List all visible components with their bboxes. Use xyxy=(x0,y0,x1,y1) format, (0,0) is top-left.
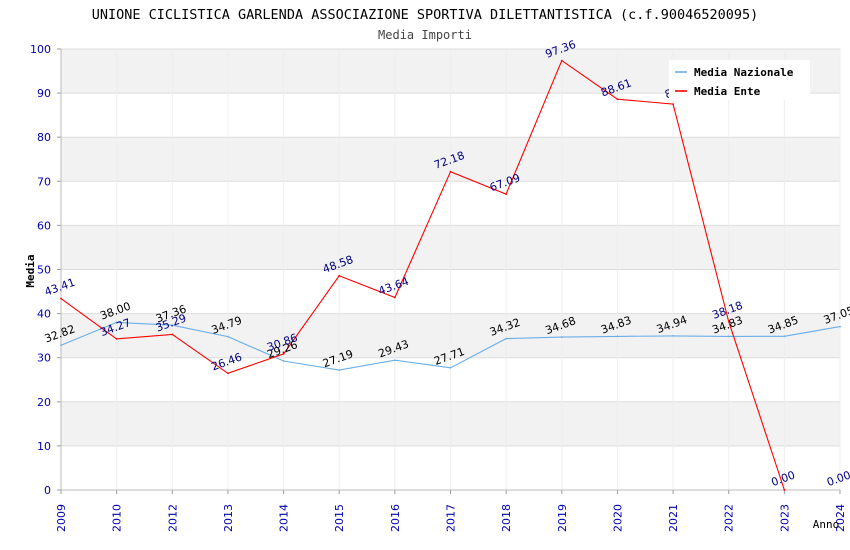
data-point xyxy=(449,366,452,369)
y-tick-label: 70 xyxy=(37,175,51,188)
y-tick-label: 30 xyxy=(37,352,51,365)
x-tick-label: 2016 xyxy=(389,504,402,532)
data-point xyxy=(171,333,174,336)
data-point xyxy=(449,170,452,173)
data-label: 0.00 xyxy=(825,468,850,489)
y-tick-label: 60 xyxy=(37,219,51,232)
data-point xyxy=(115,337,118,340)
data-point xyxy=(616,98,619,101)
x-tick-label: 2012 xyxy=(166,504,179,532)
data-point xyxy=(227,335,229,338)
data-point xyxy=(839,325,841,328)
chart-title: UNIONE CICLISTICA GARLENDA ASSOCIAZIONE … xyxy=(92,7,758,23)
data-point xyxy=(560,336,563,338)
x-tick-label: 2013 xyxy=(222,504,235,532)
x-tick-label: 2014 xyxy=(278,504,291,532)
chart-subtitle: Media Importi xyxy=(378,28,472,42)
data-point xyxy=(393,359,396,362)
x-tick-label: 2023 xyxy=(778,504,791,532)
data-point xyxy=(338,369,341,371)
data-point xyxy=(282,353,285,355)
data-label: 43.41 xyxy=(43,276,77,299)
legend: Media Nazionale Media Ente xyxy=(669,60,810,100)
data-point xyxy=(727,320,730,323)
x-tick-label: 2020 xyxy=(611,504,624,532)
y-tick-label: 0 xyxy=(44,484,51,497)
x-tick-label: 2009 xyxy=(55,504,68,532)
data-point xyxy=(282,360,285,362)
series-line-media-ente xyxy=(60,59,785,491)
x-tick-label: 2010 xyxy=(111,504,124,532)
data-point xyxy=(672,103,674,106)
data-point xyxy=(727,335,730,338)
legend-label: Media Ente xyxy=(694,85,761,98)
y-tick-label: 50 xyxy=(37,264,51,277)
data-point xyxy=(393,296,396,299)
data-point xyxy=(505,337,508,340)
data-point xyxy=(227,372,229,375)
data-point xyxy=(783,489,786,491)
data-point xyxy=(60,297,62,300)
x-tick-label: 2017 xyxy=(445,504,458,532)
data-point xyxy=(616,335,619,338)
axes xyxy=(57,48,841,494)
x-axis-label: Anno xyxy=(813,518,840,531)
series-lines xyxy=(60,59,841,491)
x-tick-label: 2019 xyxy=(556,504,569,532)
y-tick-label: 20 xyxy=(37,396,51,409)
y-tick-label: 40 xyxy=(37,308,51,321)
legend-label: Media Nazionale xyxy=(694,66,794,79)
gridlines xyxy=(60,48,841,491)
legend-box xyxy=(669,60,810,100)
data-point xyxy=(171,324,174,327)
data-point xyxy=(672,335,674,337)
x-tick-label: 2021 xyxy=(667,504,680,532)
data-point xyxy=(783,335,786,338)
x-tick-label: 2015 xyxy=(333,504,346,532)
data-point xyxy=(115,321,118,324)
x-tick-label: 2022 xyxy=(723,504,736,532)
y-tick-label: 90 xyxy=(37,87,51,100)
x-tick-label: 2024 xyxy=(834,504,847,532)
data-label: 43.64 xyxy=(377,275,411,298)
y-tick-label: 80 xyxy=(37,131,51,144)
y-tick-label: 10 xyxy=(37,440,51,453)
data-point xyxy=(338,274,341,277)
data-point xyxy=(560,59,563,62)
y-tick-label: 100 xyxy=(30,43,51,56)
data-point xyxy=(60,344,62,347)
x-tick-label: 2018 xyxy=(500,504,513,532)
data-point xyxy=(505,193,508,196)
y-axis-label: Media xyxy=(24,254,37,287)
tick-labels: 0 10 20 30 40 50 60 70 80 90 100 2009 2010 2012 2013 20… xyxy=(30,43,847,532)
